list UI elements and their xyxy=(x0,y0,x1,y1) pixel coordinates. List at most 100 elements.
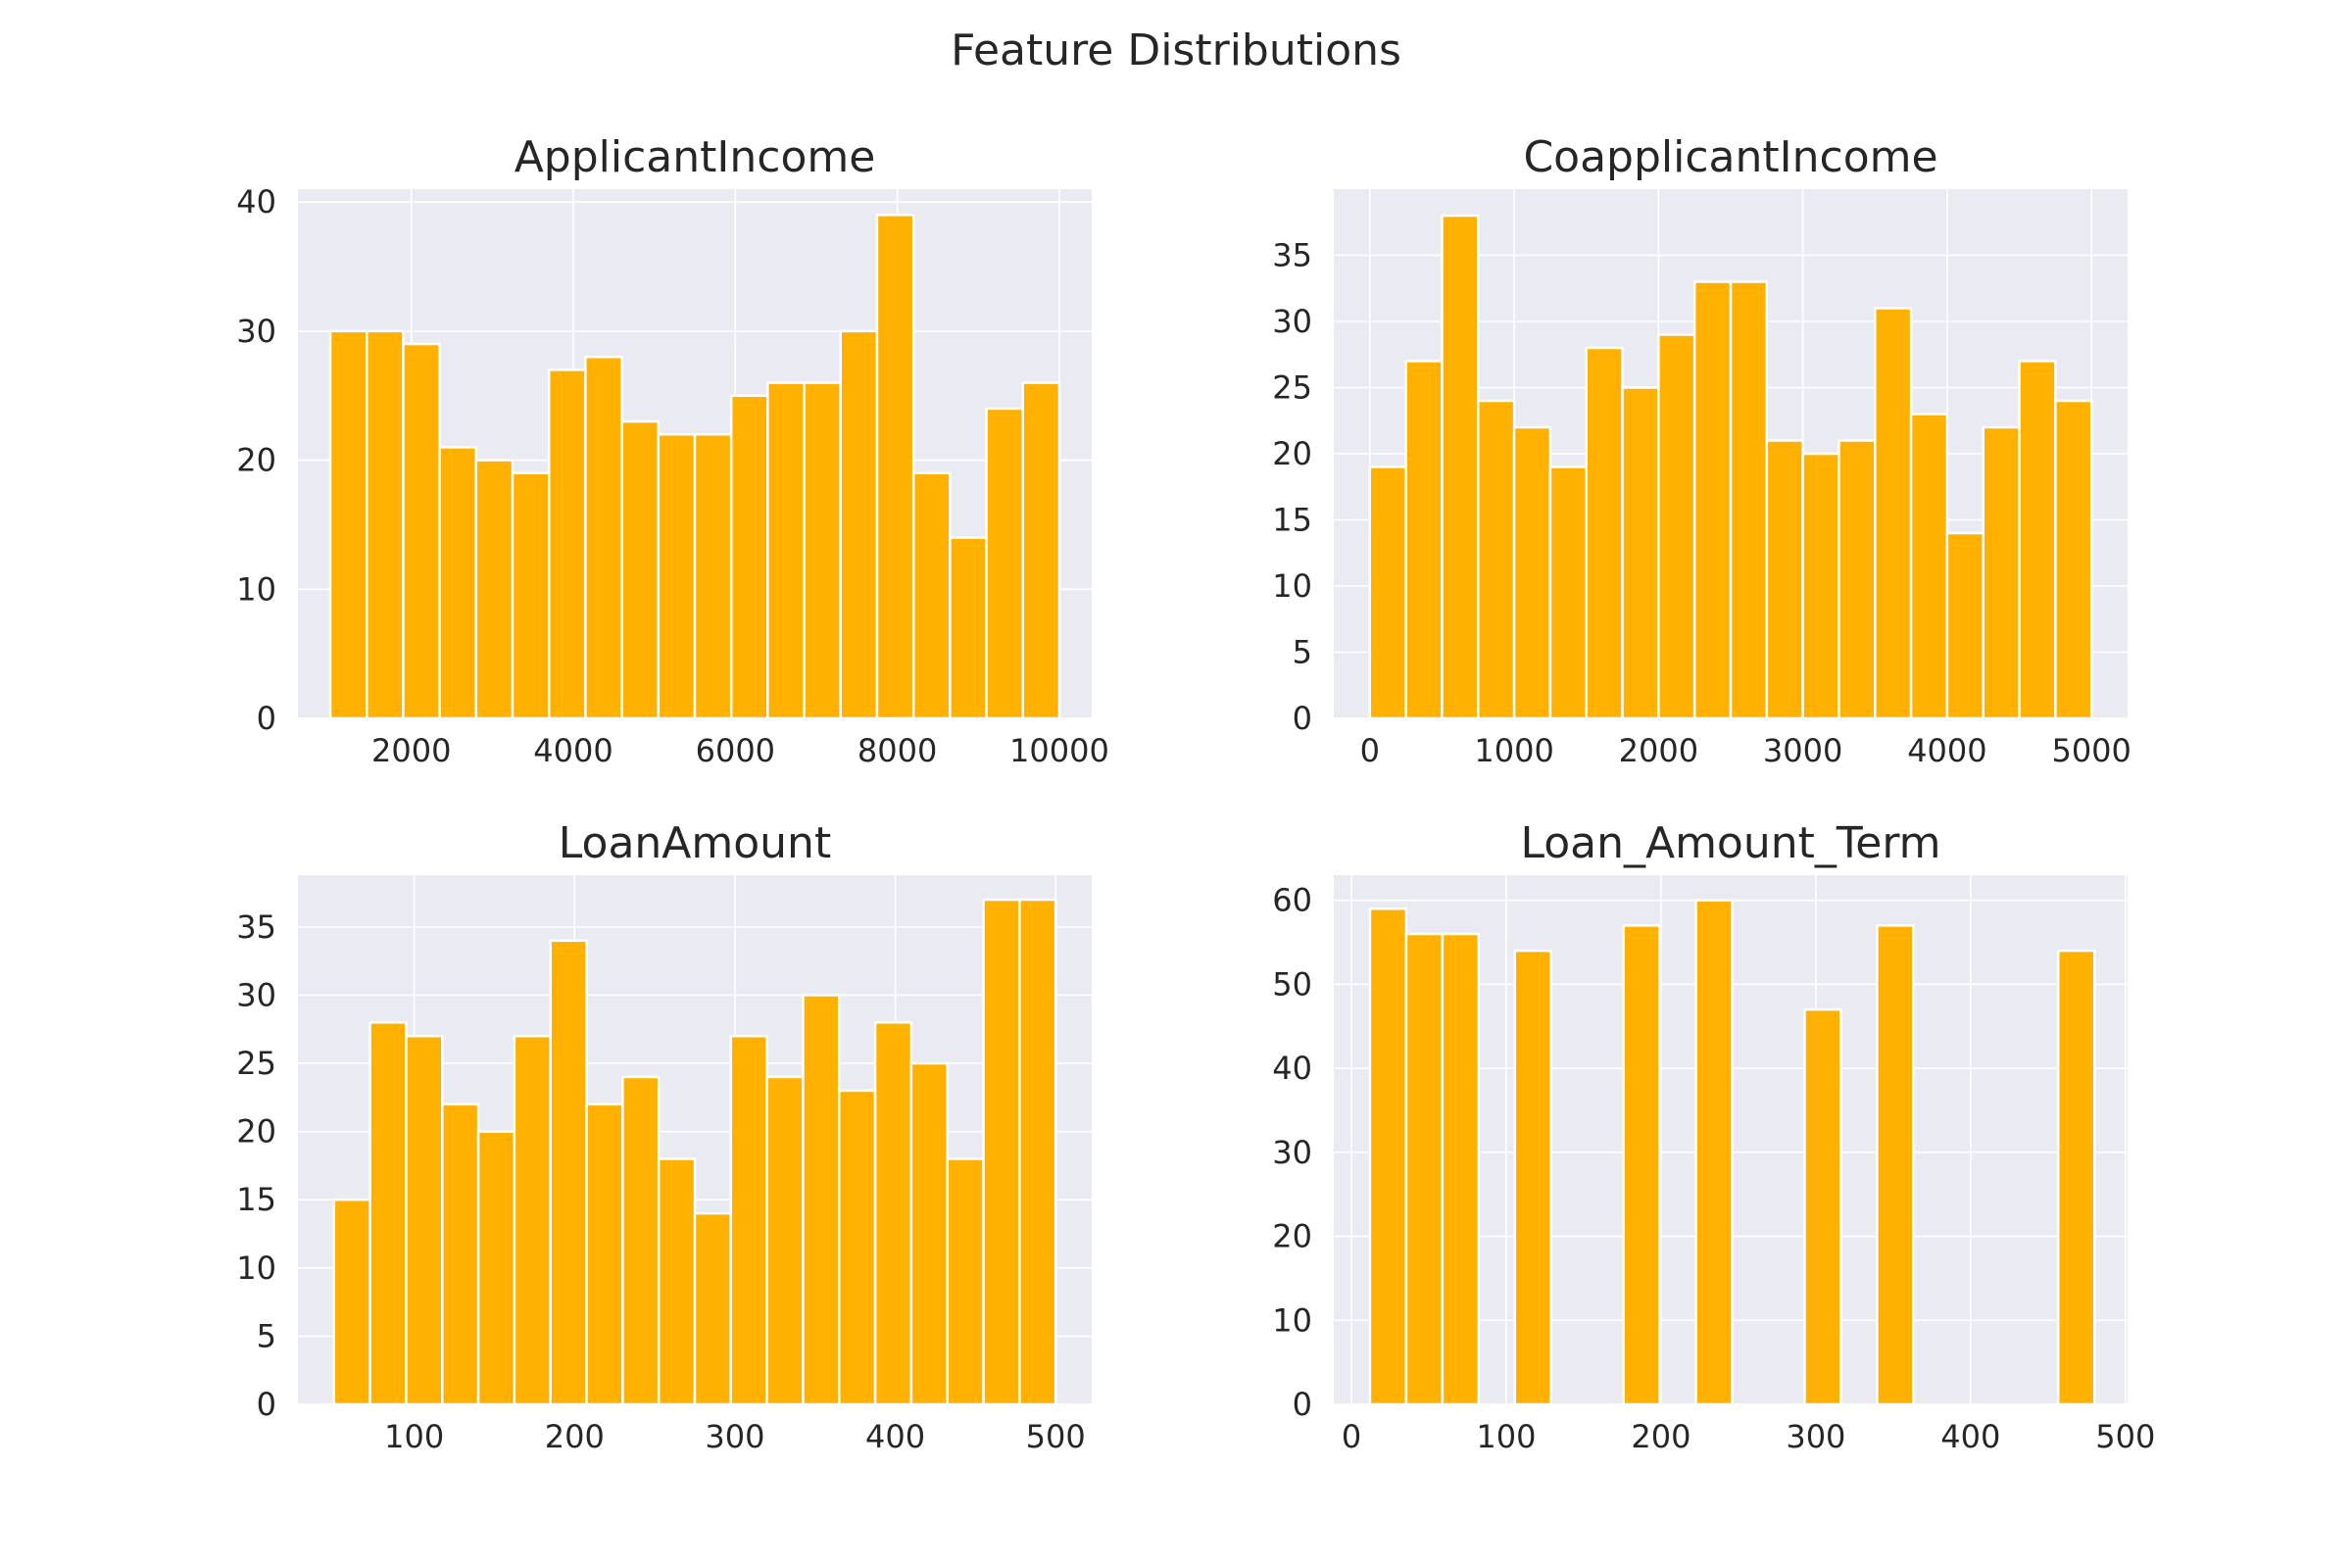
histogram-bar xyxy=(1477,399,1516,720)
x-tick-label: 0 xyxy=(1360,732,1380,769)
y-tick-label: 0 xyxy=(257,700,276,737)
x-tick-label: 300 xyxy=(1786,1418,1845,1455)
histogram-bar xyxy=(766,381,806,720)
histogram-bar xyxy=(803,381,843,720)
histogram-bar xyxy=(1657,333,1696,720)
histogram-bar xyxy=(620,419,661,720)
histogram-bar xyxy=(1945,531,1984,720)
y-tick-label: 30 xyxy=(236,976,276,1013)
x-tick-label: 10000 xyxy=(1009,732,1109,769)
y-tick-label: 20 xyxy=(236,1113,276,1151)
subplot-applicant-income: ApplicantIncome 0 10 20 30 40 2000 4000 6000 800… xyxy=(236,132,1109,769)
histogram-bar xyxy=(1621,386,1660,720)
y-tick-label: 5 xyxy=(257,1317,276,1354)
x-tick-label: 100 xyxy=(384,1418,444,1455)
histogram-bar xyxy=(657,1157,697,1406)
y-tick-label: 40 xyxy=(1272,1050,1312,1087)
y-tick-label: 60 xyxy=(1272,882,1312,919)
histogram-bar xyxy=(873,1021,913,1406)
histogram-bar xyxy=(1512,425,1552,720)
histogram-bar xyxy=(438,446,478,720)
histogram-bar xyxy=(911,471,952,720)
y-tick-label: 25 xyxy=(1272,369,1312,407)
x-tick-label: 1000 xyxy=(1474,732,1553,769)
histogram-bar xyxy=(729,394,769,720)
histogram-bar xyxy=(1548,466,1588,720)
subplot-coapplicant-income: CoapplicantIncome 0 5 10 15 20 25 30 35 0 1000 200… xyxy=(1272,132,2132,769)
histogram-bar xyxy=(366,329,405,720)
x-tick-label: 200 xyxy=(545,1418,605,1455)
x-tick-label: 400 xyxy=(865,1418,925,1455)
y-tick-label: 20 xyxy=(236,442,276,479)
histogram-bar xyxy=(982,898,1021,1406)
histogram-bar xyxy=(657,432,697,720)
histogram-bar xyxy=(985,407,1024,720)
histogram-bar xyxy=(368,1021,408,1406)
histogram-bar xyxy=(1729,280,1769,720)
y-tick-label: 20 xyxy=(1272,1218,1312,1255)
histogram-bar xyxy=(1874,307,1913,720)
histogram-bar xyxy=(474,459,514,720)
x-tick-label: 4000 xyxy=(533,732,612,769)
x-tick-label: 500 xyxy=(1026,1418,1086,1455)
y-tick-label: 30 xyxy=(1272,303,1312,340)
histogram-bar xyxy=(949,536,988,720)
histogram-bar xyxy=(838,1089,877,1406)
y-tick-label: 30 xyxy=(1272,1134,1312,1171)
histogram-bar xyxy=(1692,280,1733,720)
figure-title: Feature Distributions xyxy=(951,25,1401,75)
histogram-bar xyxy=(1801,452,1840,720)
histogram-bar xyxy=(693,1211,733,1406)
histogram-bar xyxy=(693,432,733,720)
histogram-bar xyxy=(328,329,368,720)
x-tick-label: 300 xyxy=(705,1418,764,1455)
subplot-loan-amount-term: Loan_Amount_Term 0 10 20 30 40 50 60 0 100 200 300… xyxy=(1272,818,2155,1455)
histogram-bar xyxy=(1876,924,1915,1406)
histogram-bar xyxy=(1441,214,1480,720)
subplot-title: ApplicantIncome xyxy=(514,132,876,182)
y-tick-label: 10 xyxy=(1272,567,1312,605)
histogram-bar xyxy=(875,214,915,720)
histogram-bar xyxy=(332,1198,371,1406)
histogram-bar xyxy=(1513,949,1553,1406)
x-tick-label: 6000 xyxy=(696,732,775,769)
y-tick-label: 5 xyxy=(1293,634,1312,671)
histogram-bar xyxy=(1838,439,1877,720)
x-tick-label: 3000 xyxy=(1763,732,1842,769)
y-tick-label: 35 xyxy=(236,908,276,946)
histogram-bar xyxy=(729,1034,768,1406)
y-tick-label: 30 xyxy=(236,313,276,350)
y-tick-label: 0 xyxy=(1293,1386,1312,1423)
x-tick-label: 100 xyxy=(1476,1418,1536,1455)
histogram-bar xyxy=(441,1102,480,1406)
histogram-bar xyxy=(1803,1007,1842,1406)
histogram-bar xyxy=(1404,360,1444,720)
subplot-title: Loan_Amount_Term xyxy=(1520,818,1940,868)
histogram-bar xyxy=(511,471,551,720)
histogram-bar xyxy=(584,355,623,720)
x-tick-label: 400 xyxy=(1940,1418,2000,1455)
histogram-bar xyxy=(2018,360,2057,720)
histogram-bar xyxy=(946,1157,985,1406)
histogram-bar xyxy=(2056,949,2096,1406)
histogram-bar xyxy=(513,1034,552,1406)
histogram-bar xyxy=(1441,932,1481,1406)
histogram-bar xyxy=(402,342,441,720)
histogram-bar xyxy=(547,368,587,720)
histogram-bar xyxy=(2054,399,2093,720)
histogram-bar xyxy=(549,939,588,1406)
y-tick-label: 10 xyxy=(236,1250,276,1287)
histogram-bar xyxy=(1765,439,1804,720)
y-tick-label: 20 xyxy=(1272,435,1312,472)
y-tick-label: 35 xyxy=(1272,237,1312,274)
histogram-bar xyxy=(765,1075,805,1406)
histogram-bar xyxy=(1018,898,1057,1406)
histogram-bar xyxy=(1021,381,1061,720)
histogram-bar xyxy=(585,1102,624,1406)
y-tick-label: 40 xyxy=(236,183,276,220)
y-tick-label: 25 xyxy=(236,1045,276,1082)
histogram-bar xyxy=(802,994,841,1406)
subplot-title: CoapplicantIncome xyxy=(1523,132,1937,182)
histogram-bar xyxy=(1585,346,1624,720)
x-tick-label: 500 xyxy=(2095,1418,2155,1455)
